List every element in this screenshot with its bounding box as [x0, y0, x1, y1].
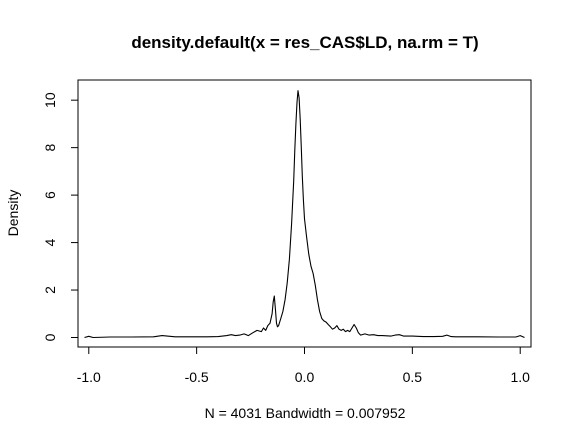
x-tick-label: 0.5 — [403, 369, 423, 385]
x-tick-label: 1.0 — [510, 369, 530, 385]
x-tick-label: -1.0 — [77, 369, 101, 385]
density-curve — [85, 91, 525, 338]
y-tick-label: 6 — [42, 191, 58, 199]
y-axis-label: Density — [5, 190, 21, 237]
chart-title: density.default(x = res_CAS$LD, na.rm = … — [131, 33, 478, 52]
y-tick-label: 10 — [42, 92, 58, 108]
y-tick-label: 8 — [42, 144, 58, 152]
y-axis: 0 2 4 6 8 10 — [42, 92, 78, 341]
y-tick-label: 0 — [42, 333, 58, 341]
x-axis: -1.0 -0.5 0.0 0.5 1.0 — [77, 347, 530, 385]
y-tick-label: 2 — [42, 286, 58, 294]
x-axis-label: N = 4031 Bandwidth = 0.007952 — [205, 405, 406, 421]
x-tick-label: 0.0 — [295, 369, 315, 385]
y-tick-label: 4 — [42, 238, 58, 246]
x-tick-label: -0.5 — [185, 369, 209, 385]
